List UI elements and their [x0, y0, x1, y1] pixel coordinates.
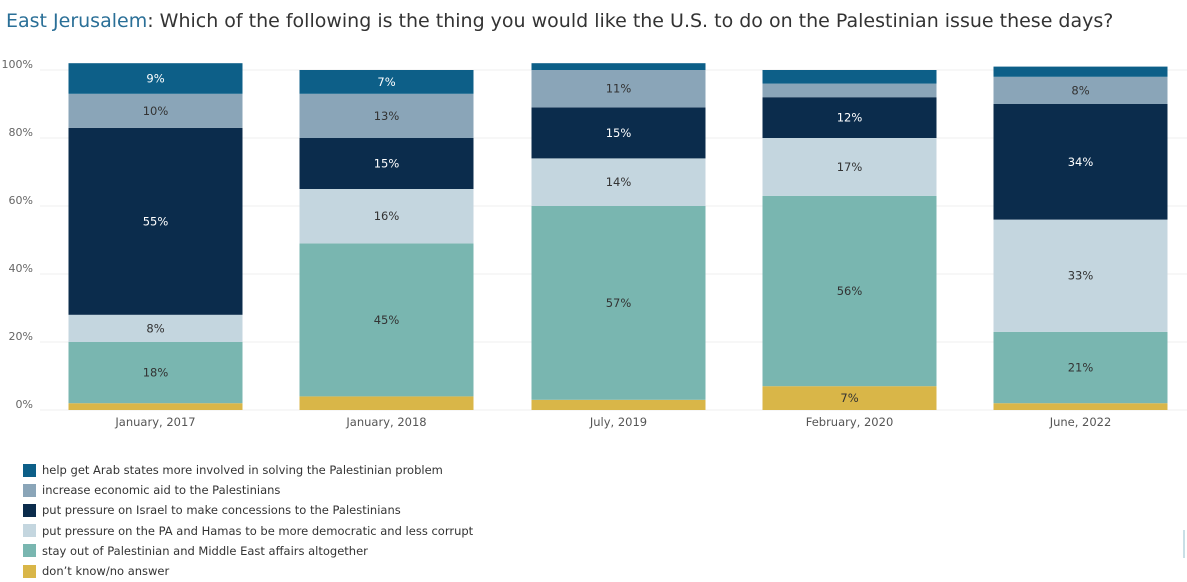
bar-segment	[993, 331, 1168, 404]
bar-segment	[299, 138, 474, 189]
x-tick-label: June, 2022	[1049, 415, 1112, 429]
scrollbar-handle[interactable]	[1183, 530, 1185, 558]
bar-segment	[762, 195, 937, 387]
bar-segment	[993, 66, 1168, 77]
data-label: 33%	[1068, 269, 1094, 283]
bar-segment	[68, 403, 243, 410]
bar-segment	[993, 76, 1168, 104]
bar-segment	[68, 63, 243, 94]
data-label: 15%	[374, 157, 400, 171]
y-tick-label: 100%	[2, 58, 33, 71]
data-label: 11%	[606, 82, 632, 96]
title-question: Which of the following is the thing you …	[159, 10, 1114, 32]
legend-item[interactable]: help get Arab states more involved in so…	[23, 460, 473, 480]
data-label: 45%	[374, 313, 400, 327]
bar-segment	[299, 70, 474, 94]
legend-swatch	[23, 564, 36, 578]
legend-item[interactable]: stay out of Palestinian and Middle East …	[23, 541, 473, 561]
data-label: 16%	[374, 209, 400, 223]
stacked-bar-chart: 0% 20% 40% 60% 80% 100% 18% 8% 55% 10% 9% January, …	[2, 58, 1187, 429]
legend-swatch	[23, 503, 36, 517]
legend-swatch	[23, 524, 36, 538]
bar-segment	[68, 127, 243, 315]
bar-segment	[299, 189, 474, 244]
bar-segment	[531, 70, 706, 108]
bar-segment	[762, 138, 937, 196]
data-label: 18%	[143, 366, 169, 380]
legend: help get Arab states more involved in so…	[23, 460, 473, 581]
bar-segment	[299, 93, 474, 138]
data-label: 8%	[146, 321, 164, 335]
data-label: 17%	[837, 160, 863, 174]
data-label: 9%	[146, 72, 164, 86]
legend-item[interactable]: don’t know/no answer	[23, 561, 473, 581]
legend-label: stay out of Palestinian and Middle East …	[42, 543, 368, 558]
chart-title: East Jerusalem: Which of the following i…	[6, 10, 1113, 32]
bar-segment	[531, 206, 706, 400]
legend-label: put pressure on Israel to make concessio…	[42, 503, 401, 518]
bar-segment	[531, 399, 706, 410]
title-place: East Jerusalem	[6, 10, 148, 32]
legend-label: increase economic aid to the Palestinian…	[42, 483, 281, 498]
data-label: 8%	[1071, 83, 1089, 97]
y-tick-label: 60%	[9, 194, 33, 207]
y-tick-label: 20%	[9, 330, 33, 343]
data-label: 15%	[606, 126, 632, 140]
bar-segment	[531, 158, 706, 206]
bar-segment	[531, 107, 706, 159]
bar-segment	[68, 314, 243, 342]
title-separator: :	[147, 10, 160, 32]
y-tick-label: 40%	[9, 262, 33, 275]
y-tick-label: 0%	[16, 398, 33, 411]
bar-segment	[299, 243, 474, 397]
bar-segment	[762, 97, 937, 138]
legend-item[interactable]: put pressure on Israel to make concessio…	[23, 500, 473, 520]
bar-segment	[299, 396, 474, 410]
bar-segment	[68, 342, 243, 404]
legend-item[interactable]: put pressure on the PA and Hamas to be m…	[23, 521, 473, 541]
data-label: 55%	[143, 214, 169, 228]
data-label: 14%	[606, 175, 632, 189]
legend-label: help get Arab states more involved in so…	[42, 463, 443, 478]
legend-label: don’t know/no answer	[42, 564, 170, 579]
x-tick-label: January, 2018	[345, 415, 426, 429]
legend-swatch	[23, 483, 36, 497]
data-label: 34%	[1068, 155, 1094, 169]
bar-segment	[993, 219, 1168, 332]
x-tick-label: February, 2020	[806, 415, 894, 429]
data-label: 12%	[837, 111, 863, 125]
bar-segment	[762, 70, 937, 84]
legend-item[interactable]: increase economic aid to the Palestinian…	[23, 480, 473, 500]
data-label: 57%	[606, 296, 632, 310]
bar-segment	[993, 104, 1168, 220]
legend-swatch	[23, 463, 36, 477]
data-label: 10%	[143, 104, 169, 118]
data-label: 21%	[1068, 361, 1094, 375]
data-label: 7%	[840, 391, 858, 405]
y-tick-label: 80%	[9, 126, 33, 139]
bar-segment	[762, 83, 937, 98]
x-tick-label: January, 2017	[114, 415, 195, 429]
bar-segment	[531, 63, 706, 70]
legend-swatch	[23, 544, 36, 558]
data-label: 13%	[374, 109, 400, 123]
legend-label: put pressure on the PA and Hamas to be m…	[42, 523, 474, 538]
bar-segment	[993, 403, 1168, 410]
data-label: 7%	[377, 75, 395, 89]
bar-segment	[762, 386, 937, 410]
data-label: 56%	[837, 284, 863, 298]
x-tick-label: July, 2019	[589, 415, 647, 429]
bar-segment	[68, 93, 243, 128]
